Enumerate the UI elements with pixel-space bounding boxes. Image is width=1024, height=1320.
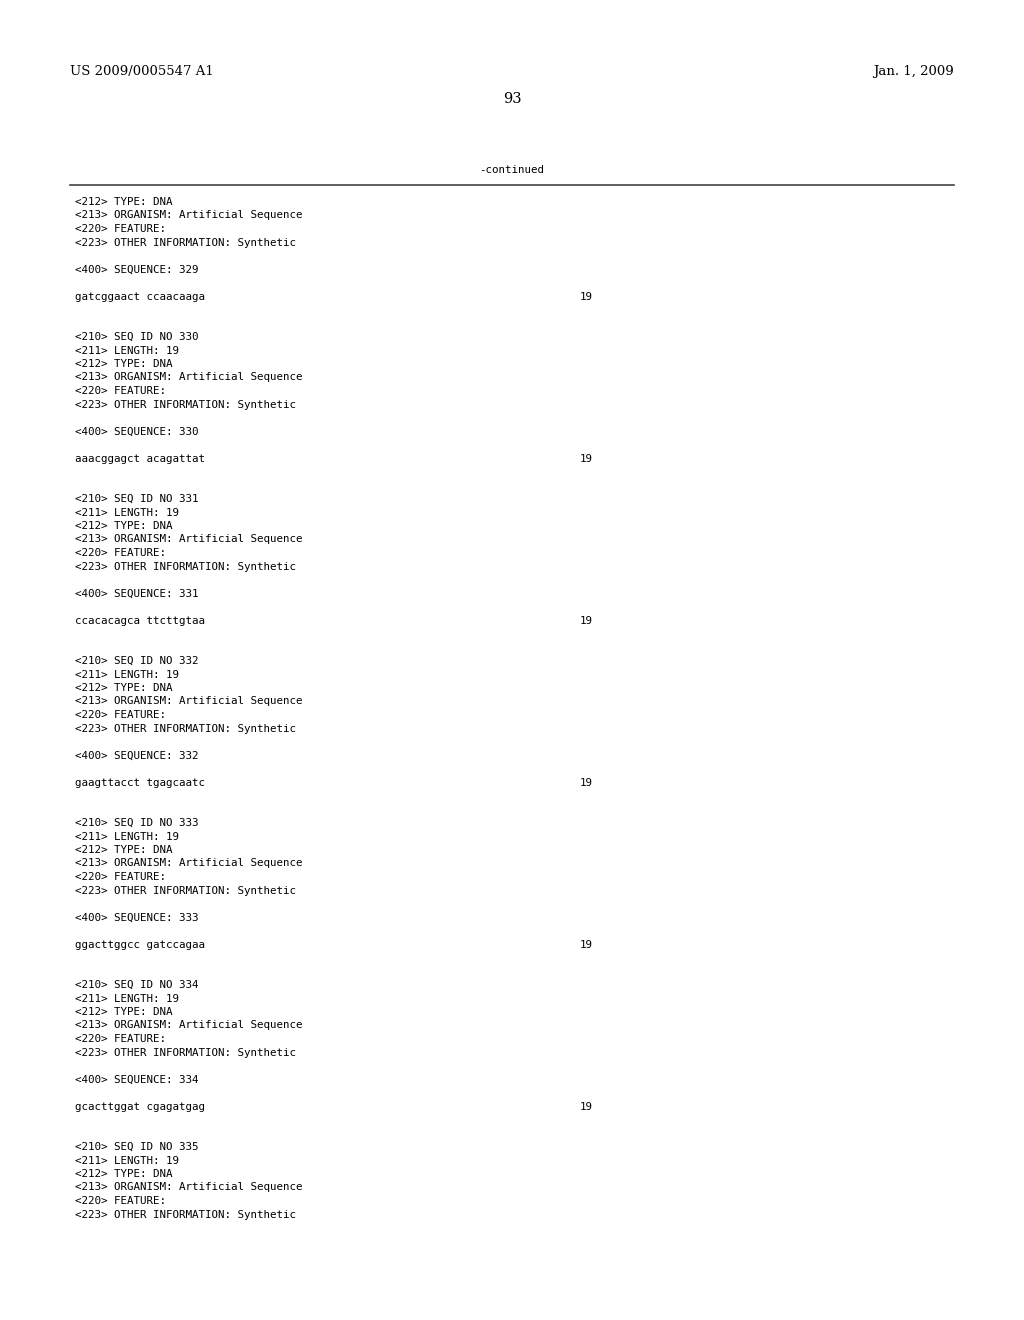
Text: <210> SEQ ID NO 331: <210> SEQ ID NO 331 bbox=[75, 494, 199, 504]
Text: aaacggagct acagattat: aaacggagct acagattat bbox=[75, 454, 205, 463]
Text: <220> FEATURE:: <220> FEATURE: bbox=[75, 710, 166, 719]
Text: <220> FEATURE:: <220> FEATURE: bbox=[75, 224, 166, 234]
Text: gcacttggat cgagatgag: gcacttggat cgagatgag bbox=[75, 1101, 205, 1111]
Text: <220> FEATURE:: <220> FEATURE: bbox=[75, 385, 166, 396]
Text: <212> TYPE: DNA: <212> TYPE: DNA bbox=[75, 1170, 172, 1179]
Text: gaagttacct tgagcaatc: gaagttacct tgagcaatc bbox=[75, 777, 205, 788]
Text: <223> OTHER INFORMATION: Synthetic: <223> OTHER INFORMATION: Synthetic bbox=[75, 238, 296, 248]
Text: ccacacagca ttcttgtaa: ccacacagca ttcttgtaa bbox=[75, 615, 205, 626]
Text: <223> OTHER INFORMATION: Synthetic: <223> OTHER INFORMATION: Synthetic bbox=[75, 561, 296, 572]
Text: <223> OTHER INFORMATION: Synthetic: <223> OTHER INFORMATION: Synthetic bbox=[75, 886, 296, 895]
Text: <223> OTHER INFORMATION: Synthetic: <223> OTHER INFORMATION: Synthetic bbox=[75, 400, 296, 409]
Text: US 2009/0005547 A1: US 2009/0005547 A1 bbox=[70, 65, 214, 78]
Text: <223> OTHER INFORMATION: Synthetic: <223> OTHER INFORMATION: Synthetic bbox=[75, 1209, 296, 1220]
Text: <400> SEQUENCE: 330: <400> SEQUENCE: 330 bbox=[75, 426, 199, 437]
Text: <210> SEQ ID NO 333: <210> SEQ ID NO 333 bbox=[75, 818, 199, 828]
Text: <212> TYPE: DNA: <212> TYPE: DNA bbox=[75, 521, 172, 531]
Text: 19: 19 bbox=[580, 454, 593, 463]
Text: <211> LENGTH: 19: <211> LENGTH: 19 bbox=[75, 669, 179, 680]
Text: <213> ORGANISM: Artificial Sequence: <213> ORGANISM: Artificial Sequence bbox=[75, 372, 302, 383]
Text: <213> ORGANISM: Artificial Sequence: <213> ORGANISM: Artificial Sequence bbox=[75, 535, 302, 544]
Text: <223> OTHER INFORMATION: Synthetic: <223> OTHER INFORMATION: Synthetic bbox=[75, 1048, 296, 1057]
Text: <211> LENGTH: 19: <211> LENGTH: 19 bbox=[75, 832, 179, 842]
Text: <212> TYPE: DNA: <212> TYPE: DNA bbox=[75, 197, 172, 207]
Text: <213> ORGANISM: Artificial Sequence: <213> ORGANISM: Artificial Sequence bbox=[75, 1020, 302, 1031]
Text: <212> TYPE: DNA: <212> TYPE: DNA bbox=[75, 682, 172, 693]
Text: <400> SEQUENCE: 329: <400> SEQUENCE: 329 bbox=[75, 264, 199, 275]
Text: gatcggaact ccaacaaga: gatcggaact ccaacaaga bbox=[75, 292, 205, 301]
Text: <212> TYPE: DNA: <212> TYPE: DNA bbox=[75, 845, 172, 855]
Text: <210> SEQ ID NO 334: <210> SEQ ID NO 334 bbox=[75, 979, 199, 990]
Text: <211> LENGTH: 19: <211> LENGTH: 19 bbox=[75, 994, 179, 1003]
Text: <210> SEQ ID NO 330: <210> SEQ ID NO 330 bbox=[75, 333, 199, 342]
Text: <213> ORGANISM: Artificial Sequence: <213> ORGANISM: Artificial Sequence bbox=[75, 210, 302, 220]
Text: 19: 19 bbox=[580, 1101, 593, 1111]
Text: 19: 19 bbox=[580, 292, 593, 301]
Text: -continued: -continued bbox=[479, 165, 545, 176]
Text: <220> FEATURE:: <220> FEATURE: bbox=[75, 1196, 166, 1206]
Text: 19: 19 bbox=[580, 615, 593, 626]
Text: <400> SEQUENCE: 334: <400> SEQUENCE: 334 bbox=[75, 1074, 199, 1085]
Text: <210> SEQ ID NO 332: <210> SEQ ID NO 332 bbox=[75, 656, 199, 667]
Text: <212> TYPE: DNA: <212> TYPE: DNA bbox=[75, 359, 172, 370]
Text: <220> FEATURE:: <220> FEATURE: bbox=[75, 1034, 166, 1044]
Text: ggacttggcc gatccagaa: ggacttggcc gatccagaa bbox=[75, 940, 205, 949]
Text: <400> SEQUENCE: 331: <400> SEQUENCE: 331 bbox=[75, 589, 199, 598]
Text: <220> FEATURE:: <220> FEATURE: bbox=[75, 548, 166, 558]
Text: 19: 19 bbox=[580, 940, 593, 949]
Text: <211> LENGTH: 19: <211> LENGTH: 19 bbox=[75, 507, 179, 517]
Text: <400> SEQUENCE: 332: <400> SEQUENCE: 332 bbox=[75, 751, 199, 760]
Text: <220> FEATURE:: <220> FEATURE: bbox=[75, 873, 166, 882]
Text: <210> SEQ ID NO 335: <210> SEQ ID NO 335 bbox=[75, 1142, 199, 1152]
Text: <212> TYPE: DNA: <212> TYPE: DNA bbox=[75, 1007, 172, 1016]
Text: <213> ORGANISM: Artificial Sequence: <213> ORGANISM: Artificial Sequence bbox=[75, 858, 302, 869]
Text: <400> SEQUENCE: 333: <400> SEQUENCE: 333 bbox=[75, 912, 199, 923]
Text: Jan. 1, 2009: Jan. 1, 2009 bbox=[873, 65, 954, 78]
Text: <213> ORGANISM: Artificial Sequence: <213> ORGANISM: Artificial Sequence bbox=[75, 1183, 302, 1192]
Text: <211> LENGTH: 19: <211> LENGTH: 19 bbox=[75, 346, 179, 355]
Text: 93: 93 bbox=[503, 92, 521, 106]
Text: 19: 19 bbox=[580, 777, 593, 788]
Text: <213> ORGANISM: Artificial Sequence: <213> ORGANISM: Artificial Sequence bbox=[75, 697, 302, 706]
Text: <223> OTHER INFORMATION: Synthetic: <223> OTHER INFORMATION: Synthetic bbox=[75, 723, 296, 734]
Text: <211> LENGTH: 19: <211> LENGTH: 19 bbox=[75, 1155, 179, 1166]
